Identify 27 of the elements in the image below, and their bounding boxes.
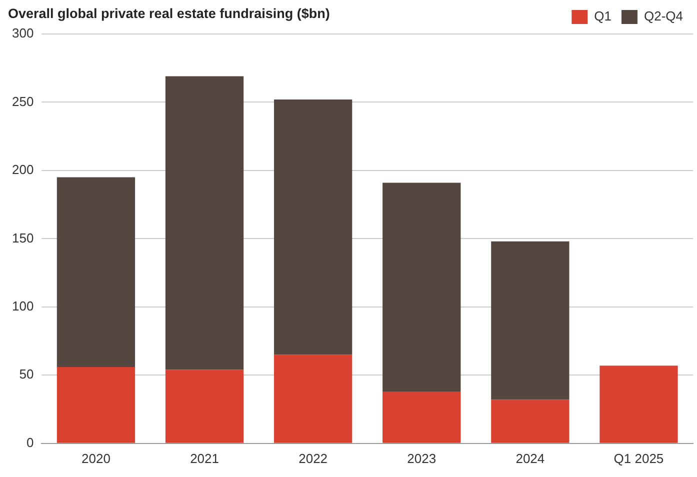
x-tick-label: 2021 [190, 450, 219, 466]
chart-title: Overall global private real estate fundraising ($bn) [8, 6, 330, 21]
bar [165, 76, 244, 370]
y-tick-label: 250 [12, 94, 34, 109]
bar [491, 400, 570, 443]
y-tick-label: 100 [12, 298, 34, 314]
x-tick-label: 2020 [82, 450, 110, 466]
y-tick-label: 150 [12, 230, 34, 246]
x-tick-label: 2024 [516, 450, 545, 466]
bar [56, 366, 136, 443]
x-tick-label: Q1 2025 [614, 450, 664, 466]
bar [274, 354, 352, 443]
y-tick-label: 300 [12, 26, 34, 41]
bar [56, 177, 136, 367]
bar [600, 366, 678, 443]
x-tick-label: 2022 [298, 450, 328, 466]
bar [382, 182, 461, 392]
bar [274, 100, 352, 355]
bar [491, 241, 570, 400]
x-tick-label: 2023 [407, 450, 436, 466]
y-tick-label: 0 [26, 434, 34, 450]
y-tick-label: 200 [12, 162, 34, 178]
bar [165, 370, 244, 443]
y-tick-label: 50 [19, 366, 34, 382]
legend-label: Q1 [594, 8, 612, 24]
legend-label: Q2-Q4 [644, 8, 684, 24]
bar [382, 392, 461, 443]
